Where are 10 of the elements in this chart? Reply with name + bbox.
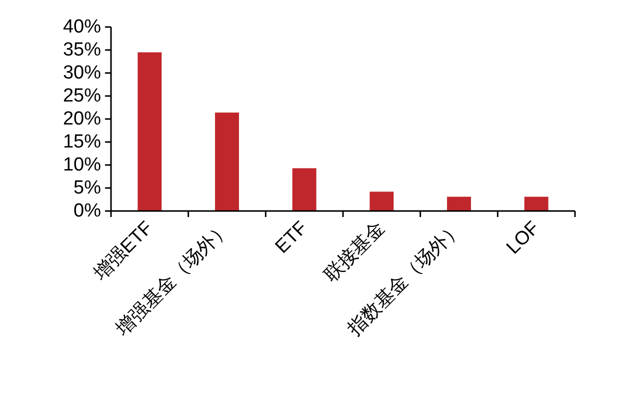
y-tick-label: 25% [62, 86, 102, 106]
y-tick-label: 40% [62, 16, 102, 38]
y-tick-label: 15% [62, 132, 102, 152]
x-tick-label: 联接基金 [320, 218, 390, 286]
y-tick-label: 5% [74, 178, 102, 198]
y-tick-label: 20% [62, 108, 102, 130]
y-tick-label: 35% [62, 40, 102, 60]
y-tick-label: 10% [62, 154, 102, 176]
y-tick-label: 30% [62, 62, 102, 84]
y-tick-label: 0% [74, 200, 102, 222]
